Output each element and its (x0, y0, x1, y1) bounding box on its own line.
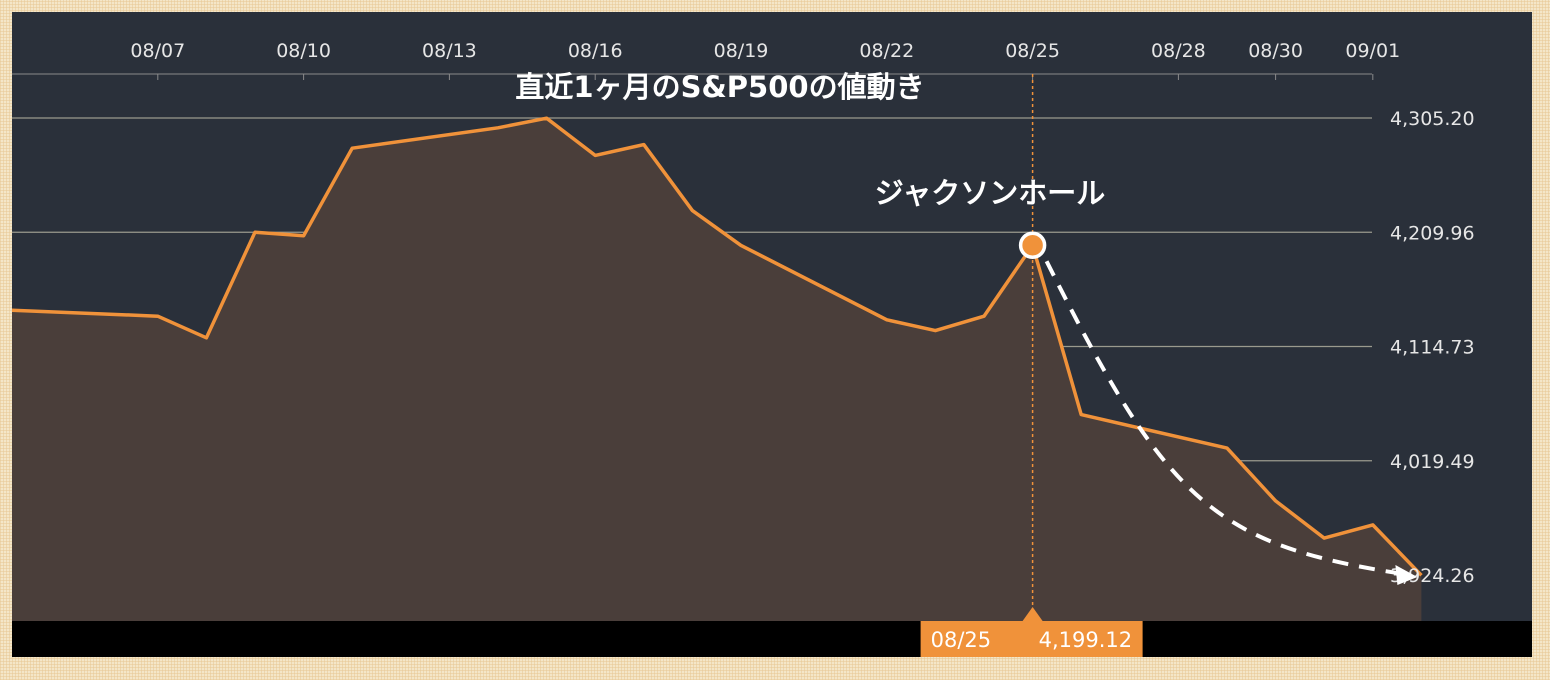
tooltip-date: 08/25 (931, 628, 992, 652)
trend-arrow-dashed (1044, 260, 1404, 576)
x-tick-label: 08/28 (1151, 40, 1206, 62)
x-tick-label: 08/30 (1248, 40, 1303, 62)
tooltip-value: 4,199.12 (1039, 628, 1133, 652)
bottom-bar (12, 621, 1532, 657)
jackson-hole-marker[interactable] (1018, 231, 1047, 260)
y-tick-label: 4,019.49 (1390, 451, 1475, 473)
y-tick-label: 4,305.20 (1390, 108, 1475, 130)
series-line (11, 116, 1423, 577)
y-tick-label: 3,924.26 (1390, 565, 1475, 587)
x-tick-label: 08/25 (1005, 40, 1060, 62)
series-area (11, 116, 1423, 621)
y-axis: 4,305.20 4,209.96 4,114.73 4,019.49 3,924.26 (1390, 108, 1475, 587)
x-tick-label: 08/10 (276, 40, 331, 62)
jackson-hole-annotation: ジャクソンホール (875, 176, 1106, 210)
x-tick-label: 08/13 (422, 40, 477, 62)
x-axis: 08/07 08/10 08/13 08/16 08/19 08/22 08/25 08/28… (130, 40, 1400, 80)
tooltip-pointer (1022, 607, 1043, 621)
x-tick-label: 09/01 (1345, 40, 1400, 62)
tooltip-box (920, 621, 1143, 657)
chart-title: 直近1ヶ月のS&P500の値動き (515, 70, 924, 104)
x-tick-label: 08/22 (859, 40, 914, 62)
x-tick-label: 08/16 (568, 40, 623, 62)
trend-arrowhead (1395, 565, 1418, 585)
y-tick-label: 4,209.96 (1390, 222, 1475, 244)
x-tick-label: 08/07 (130, 40, 185, 62)
x-tick-label: 08/19 (714, 40, 769, 62)
series-area-fill (12, 118, 1422, 621)
crosshair-tooltip: 08/25 4,199.12 (920, 607, 1143, 657)
y-tick-label: 4,114.73 (1390, 337, 1475, 359)
